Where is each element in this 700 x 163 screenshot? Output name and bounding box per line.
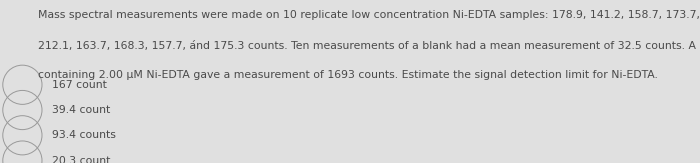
Text: 93.4 counts: 93.4 counts: [52, 130, 116, 140]
Text: 212.1, 163.7, 168.3, 157.7, ánd 175.3 counts. Ten measurements of a blank had a: 212.1, 163.7, 168.3, 157.7, ánd 175.3 c…: [38, 40, 700, 51]
Text: 20.3 count: 20.3 count: [52, 156, 111, 163]
Text: containing 2.00 μM Ni-EDTA gave a measurement of 1693 counts. Estimate the signa: containing 2.00 μM Ni-EDTA gave a measur…: [38, 70, 659, 80]
Text: Mass spectral measurements were made on 10 replicate low concentration Ni-EDTA s: Mass spectral measurements were made on …: [38, 10, 700, 20]
Text: 167 count: 167 count: [52, 80, 107, 90]
Text: 39.4 count: 39.4 count: [52, 105, 111, 115]
